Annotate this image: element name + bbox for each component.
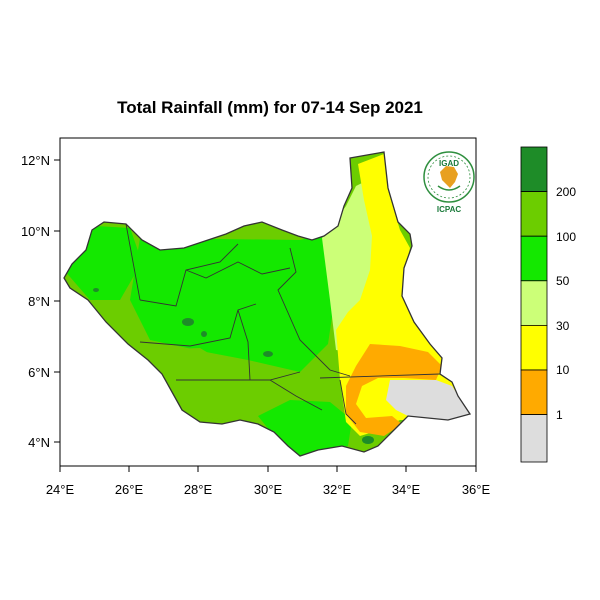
x-tick-label: 26°E: [115, 482, 144, 497]
x-axis: [59, 466, 477, 472]
zone-orange: [346, 344, 442, 436]
x-tick-label: 30°E: [254, 482, 283, 497]
zone-light-green-southwest: [148, 348, 250, 420]
colorbar-swatch: [520, 235, 548, 282]
x-tick-label: 34°E: [392, 482, 421, 497]
colorbar-label: 100: [556, 230, 576, 244]
zone-dark-green-patches: [93, 288, 374, 444]
y-tick-label: 8°N: [28, 294, 50, 309]
colorbar-label: 50: [556, 274, 570, 288]
colorbar-swatch: [520, 146, 548, 192]
colorbar-label: 30: [556, 319, 570, 333]
x-tick-label: 24°E: [46, 482, 75, 497]
colorbar-label: 200: [556, 185, 576, 199]
y-tick-label: 10°N: [21, 224, 50, 239]
map-title: Total Rainfall (mm) for 07-14 Sep 2021: [117, 98, 423, 117]
x-tick-label: 28°E: [184, 482, 213, 497]
colorbar-swatch: [520, 414, 548, 463]
y-tick-label: 6°N: [28, 365, 50, 380]
zone-grey: [386, 380, 470, 420]
state-boundaries: [125, 223, 441, 425]
logo-top-text: IGAD: [439, 159, 459, 168]
y-tick-label: 4°N: [28, 435, 50, 450]
colorbar-swatch: [520, 191, 548, 237]
colorbar-label: 1: [556, 408, 563, 422]
colorbar-swatch: [520, 369, 548, 415]
x-tick-label: 32°E: [323, 482, 352, 497]
zone-bright-green-north: [130, 232, 336, 372]
zone-bright-green-south: [258, 400, 352, 456]
logo-bottom-text: ICPAC: [437, 205, 462, 214]
igad-icpac-logo: IGAD ICPAC: [423, 151, 475, 214]
y-axis: [54, 159, 60, 443]
colorbar-swatch: [520, 324, 548, 371]
colorbar-label: 10: [556, 363, 570, 377]
colorbar-swatch: [520, 280, 548, 326]
x-tick-label: 36°E: [462, 482, 491, 497]
country-outline: [63, 151, 472, 457]
colorbar: [520, 146, 548, 463]
y-tick-label: 12°N: [21, 153, 50, 168]
